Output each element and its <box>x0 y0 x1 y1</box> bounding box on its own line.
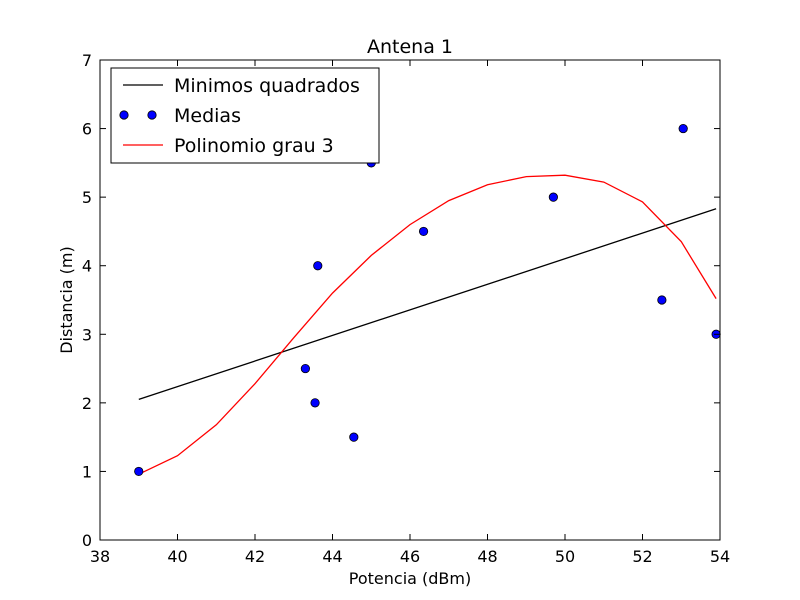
y-tick-label: 3 <box>82 325 92 344</box>
legend-marker-swatch <box>119 110 129 120</box>
y-axis-title: Distancia (m) <box>57 246 76 354</box>
x-tick-label: 48 <box>477 547 497 566</box>
y-tick-label: 2 <box>82 394 92 413</box>
x-tick-label: 52 <box>632 547 652 566</box>
x-tick-label: 42 <box>245 547 265 566</box>
x-tick-label: 46 <box>400 547 420 566</box>
x-tick-label: 50 <box>555 547 575 566</box>
data-point <box>548 192 558 202</box>
y-tick-label: 6 <box>82 120 92 139</box>
data-point <box>657 295 667 305</box>
x-tick-label: 44 <box>322 547 342 566</box>
x-axis-title: Potencia (dBm) <box>349 569 471 588</box>
legend: Minimos quadrados Medias Polinomio grau 3 <box>110 67 380 164</box>
y-tick-label: 1 <box>82 462 92 481</box>
legend-label: Polinomio grau 3 <box>174 135 334 157</box>
x-tick-label: 38 <box>90 547 110 566</box>
chart-title: Antena 1 <box>367 36 453 58</box>
legend-label: Minimos quadrados <box>174 75 360 97</box>
series-layer <box>134 123 721 477</box>
y-tick-label: 5 <box>82 188 92 207</box>
y-tick-label: 4 <box>82 257 92 276</box>
data-point <box>313 261 323 271</box>
y-tick-label: 0 <box>82 531 92 550</box>
data-point <box>418 226 429 237</box>
ticks-layer: 38 40 42 44 46 48 50 52 54 0 1 2 3 4 5 6 7 <box>82 51 730 566</box>
data-point <box>300 363 310 374</box>
data-point <box>349 432 359 442</box>
y-tick-label: 7 <box>82 51 92 70</box>
data-point <box>310 398 320 408</box>
legend-marker-swatch <box>147 110 157 120</box>
legend-label: Medias <box>174 105 241 127</box>
data-point <box>678 123 688 134</box>
series-line-0 <box>138 208 717 401</box>
data-point <box>134 466 144 477</box>
x-tick-label: 40 <box>167 547 187 566</box>
series-line-2 <box>138 174 717 475</box>
x-tick-label: 54 <box>710 547 730 566</box>
